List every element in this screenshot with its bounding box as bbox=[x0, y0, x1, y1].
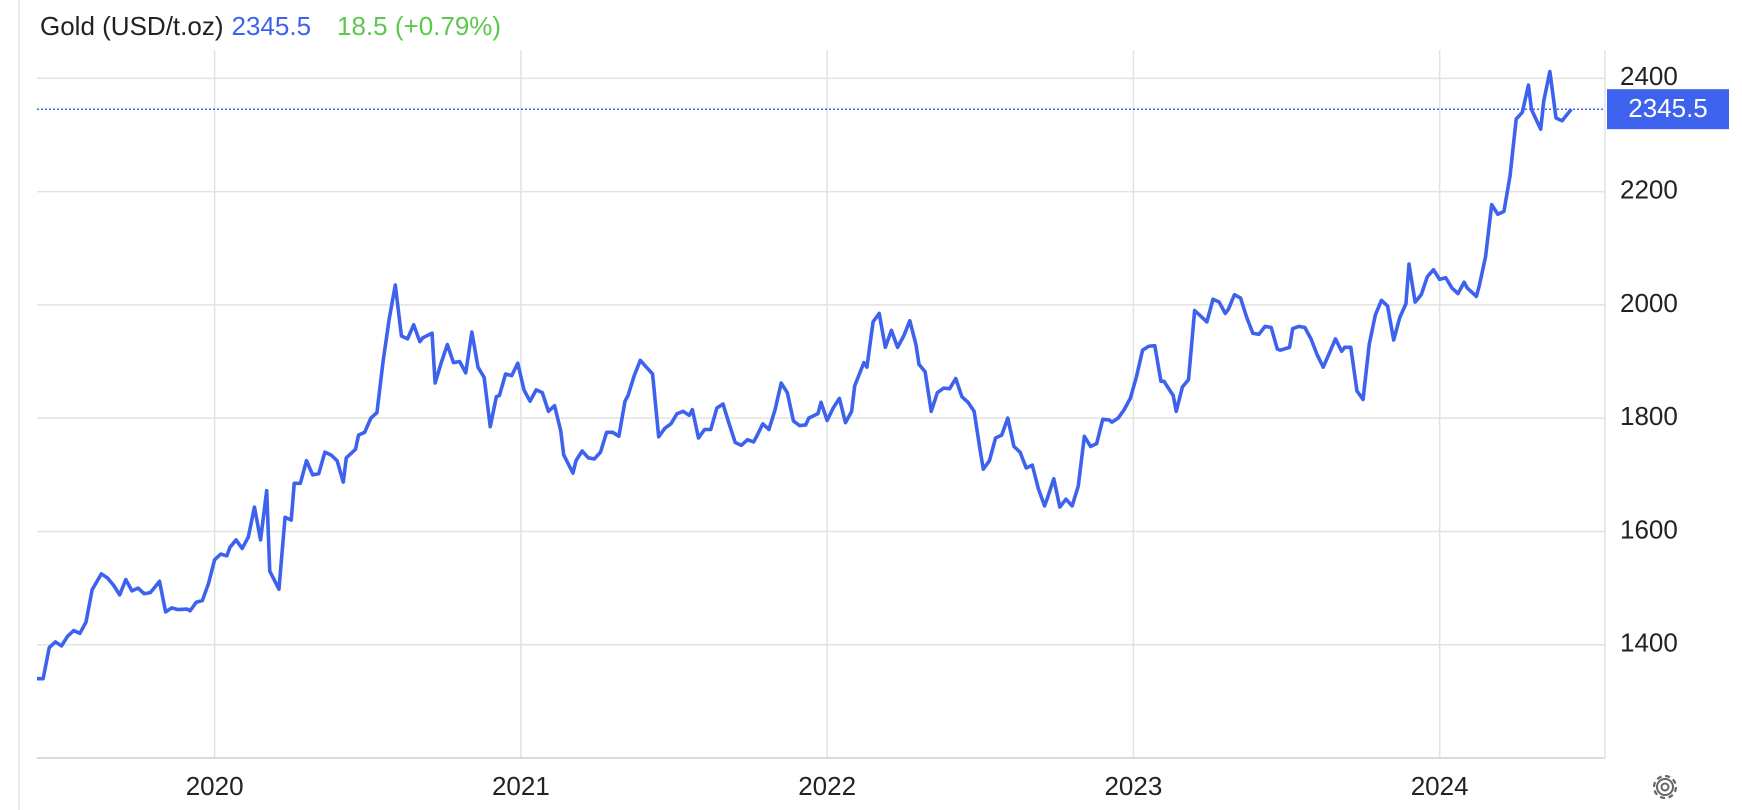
last-price-label: 2345.5 bbox=[1628, 93, 1708, 123]
y-tick-label: 1400 bbox=[1620, 628, 1678, 658]
y-tick-label: 2400 bbox=[1620, 61, 1678, 91]
gear-hub bbox=[1660, 782, 1670, 792]
gear-teeth bbox=[1652, 774, 1678, 800]
header-price: 2345.5 bbox=[232, 11, 312, 41]
gear-ring bbox=[1656, 778, 1674, 796]
grid bbox=[37, 50, 1605, 758]
x-tick-label: 2023 bbox=[1104, 771, 1162, 801]
settings-icon[interactable] bbox=[1652, 774, 1678, 800]
x-tick-label: 2021 bbox=[492, 771, 550, 801]
y-tick-label: 1600 bbox=[1620, 514, 1678, 544]
last-price-tag bbox=[1607, 89, 1729, 130]
header-change: 18.5 (+0.79%) bbox=[337, 11, 501, 41]
y-tick-label: 2000 bbox=[1620, 288, 1678, 318]
x-tick-label: 2020 bbox=[186, 771, 244, 801]
y-tick-label: 2200 bbox=[1620, 174, 1678, 204]
chart-title: Gold (USD/t.oz) bbox=[40, 11, 224, 41]
y-tick-label: 1800 bbox=[1620, 401, 1678, 431]
x-tick-label: 2022 bbox=[798, 771, 856, 801]
x-tick-label: 2024 bbox=[1411, 771, 1469, 801]
price-line bbox=[37, 69, 1573, 681]
